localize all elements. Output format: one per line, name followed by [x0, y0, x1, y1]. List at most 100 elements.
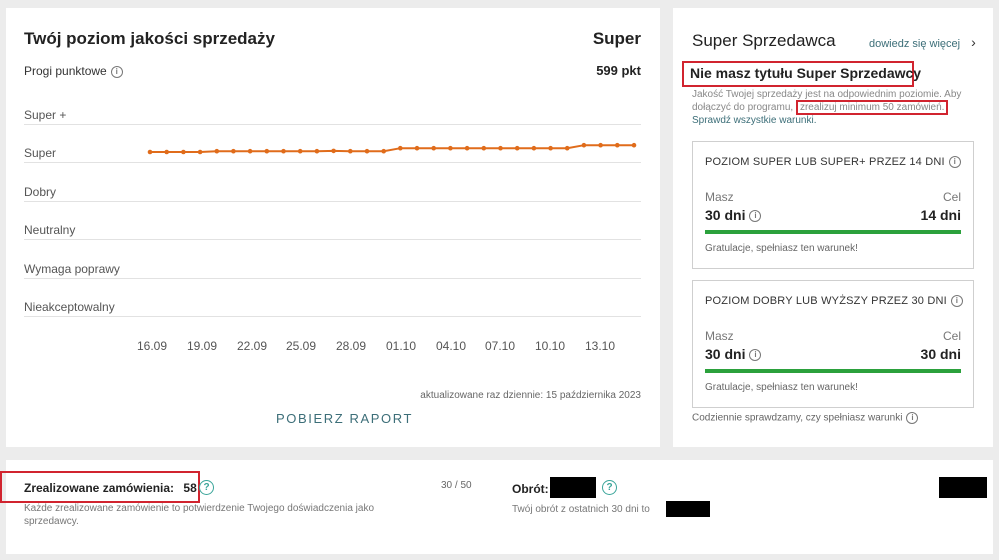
info-icon[interactable]: i	[110, 65, 123, 78]
grid-line	[24, 162, 641, 163]
check-conditions-link[interactable]: Sprawdź wszystkie warunki.	[692, 115, 817, 126]
data-point[interactable]	[314, 148, 320, 154]
download-report-button[interactable]: POBIERZ RAPORT	[276, 411, 414, 426]
data-point[interactable]	[364, 148, 370, 154]
level-label: Super	[24, 146, 57, 160]
orders-progress: 30 / 50	[441, 480, 472, 491]
data-point[interactable]	[431, 145, 437, 151]
grid-line	[24, 239, 641, 240]
condition-value-text: 30 dni	[705, 346, 746, 362]
help-icon[interactable]: ?	[602, 480, 617, 495]
data-point[interactable]	[581, 142, 587, 148]
data-point[interactable]	[548, 145, 553, 151]
data-point[interactable]	[381, 148, 387, 154]
super-title: Super Sprzedawca	[692, 31, 836, 50]
orders-description: Każde zrealizowane zamówienie to potwier…	[24, 503, 375, 527]
data-point[interactable]	[164, 149, 169, 155]
info-icon[interactable]: i	[950, 295, 963, 308]
data-point[interactable]	[281, 148, 286, 154]
thresholds-label: Progi punktowe	[24, 64, 107, 78]
condition-have-value: 30 dni i	[705, 346, 762, 362]
condition-title-text: POZIOM DOBRY LUB WYŻSZY PRZEZ 30 DNI	[705, 295, 947, 307]
condition-note: Gratulacje, spełniasz ten warunek!	[705, 243, 858, 254]
series-line	[150, 144, 634, 153]
grid-line	[24, 278, 641, 279]
level-label: Neutralny	[24, 223, 76, 237]
quality-card: Twój poziom jakości sprzedaży Super Prog…	[6, 8, 660, 447]
quality-level: Super	[592, 29, 641, 48]
grid-line	[24, 124, 641, 125]
data-point[interactable]	[481, 145, 487, 151]
redacted-block	[666, 501, 710, 517]
level-label: Super +	[24, 108, 67, 122]
level-label: Wymaga poprawy	[24, 262, 120, 276]
data-point[interactable]	[214, 148, 220, 154]
condition-box: POZIOM SUPER LUB SUPER+ PRZEZ 14 DNI i Ma…	[692, 141, 974, 269]
orders-row: Zrealizowane zamówienia: 58	[24, 481, 197, 495]
points-value: 599 pkt	[596, 63, 641, 78]
data-point[interactable]	[181, 149, 186, 155]
data-point[interactable]	[147, 149, 153, 155]
level-label: Dobry	[24, 185, 57, 199]
condition-have-label: Masz	[705, 329, 734, 343]
redacted-block	[939, 477, 987, 498]
data-point[interactable]	[414, 145, 420, 151]
condition-title: POZIOM SUPER LUB SUPER+ PRZEZ 14 DNI i	[705, 156, 961, 169]
orders-value: 58	[183, 481, 197, 495]
condition-have-label: Masz	[705, 190, 734, 204]
x-tick-label: 25.09	[285, 339, 317, 353]
info-icon[interactable]: i	[749, 210, 762, 223]
data-point[interactable]	[398, 145, 403, 151]
data-point[interactable]	[615, 142, 620, 148]
no-title-message: Nie masz tytułu Super Sprzedawcy	[690, 65, 922, 81]
turnover-label: Obrót:	[512, 482, 549, 496]
condition-title: POZIOM DOBRY LUB WYŻSZY PRZEZ 30 DNI i	[705, 295, 963, 308]
data-point[interactable]	[231, 148, 236, 154]
condition-goal-value: 14 dni	[920, 207, 961, 223]
info-icon[interactable]: i	[749, 349, 762, 362]
x-tick-label: 07.10	[484, 339, 516, 353]
quality-line-chart	[147, 142, 637, 155]
grid-line	[24, 316, 641, 317]
info-icon[interactable]: i	[948, 156, 961, 169]
data-point[interactable]	[631, 142, 637, 148]
level-label: Nieakceptowalny	[24, 300, 115, 314]
x-tick-label: 01.10	[385, 339, 417, 353]
learn-more-link[interactable]: dowiedz się więcej ›	[869, 34, 976, 50]
super-description: Jakość Twojej sprzedaży jest na odpowied…	[692, 88, 962, 115]
data-point[interactable]	[514, 145, 520, 151]
grid-line	[24, 201, 641, 202]
data-point[interactable]	[247, 148, 253, 154]
data-point[interactable]	[297, 148, 303, 154]
help-icon[interactable]: ?	[199, 480, 214, 495]
condition-title-text: POZIOM SUPER LUB SUPER+ PRZEZ 14 DNI	[705, 156, 945, 168]
condition-goal-value: 30 dni	[920, 346, 961, 362]
data-point[interactable]	[564, 145, 570, 151]
condition-note: Gratulacje, spełniasz ten warunek!	[705, 382, 858, 393]
data-point[interactable]	[498, 145, 503, 151]
daily-check-note: Codziennie sprawdzamy, czy spełniasz war…	[692, 412, 919, 424]
data-point[interactable]	[331, 148, 336, 154]
data-point[interactable]	[348, 148, 353, 154]
turnover-description: Twój obrót z ostatnich 30 dni to	[512, 504, 650, 515]
data-point[interactable]	[464, 145, 470, 151]
thresholds-row: Progi punktowe i	[24, 64, 123, 78]
x-tick-label: 10.10	[534, 339, 566, 353]
data-point[interactable]	[598, 142, 603, 148]
data-point[interactable]	[264, 148, 270, 154]
super-seller-card: Super Sprzedawca dowiedz się więcej › Ni…	[673, 8, 993, 447]
min-orders-highlight: zrealizuj minimum 50 zamówień.	[795, 100, 949, 115]
condition-box: POZIOM DOBRY LUB WYŻSZY PRZEZ 30 DNI i Ma…	[692, 280, 974, 408]
chevron-right-icon: ›	[971, 34, 976, 50]
learn-more-label: dowiedz się więcej	[869, 38, 961, 50]
data-point[interactable]	[448, 145, 453, 151]
desc-text: Jakość Twojej sprzedaży jest na odpowied…	[692, 89, 962, 113]
daily-check-text: Codziennie sprawdzamy, czy spełniasz war…	[692, 412, 903, 424]
data-point[interactable]	[531, 145, 537, 151]
orders-label: Zrealizowane zamówienia:	[24, 481, 175, 495]
x-tick-label: 28.09	[335, 339, 367, 353]
data-point[interactable]	[197, 149, 203, 155]
info-icon[interactable]: i	[906, 412, 919, 424]
x-tick-label: 13.10	[584, 339, 616, 353]
x-tick-label: 16.09	[136, 339, 168, 353]
